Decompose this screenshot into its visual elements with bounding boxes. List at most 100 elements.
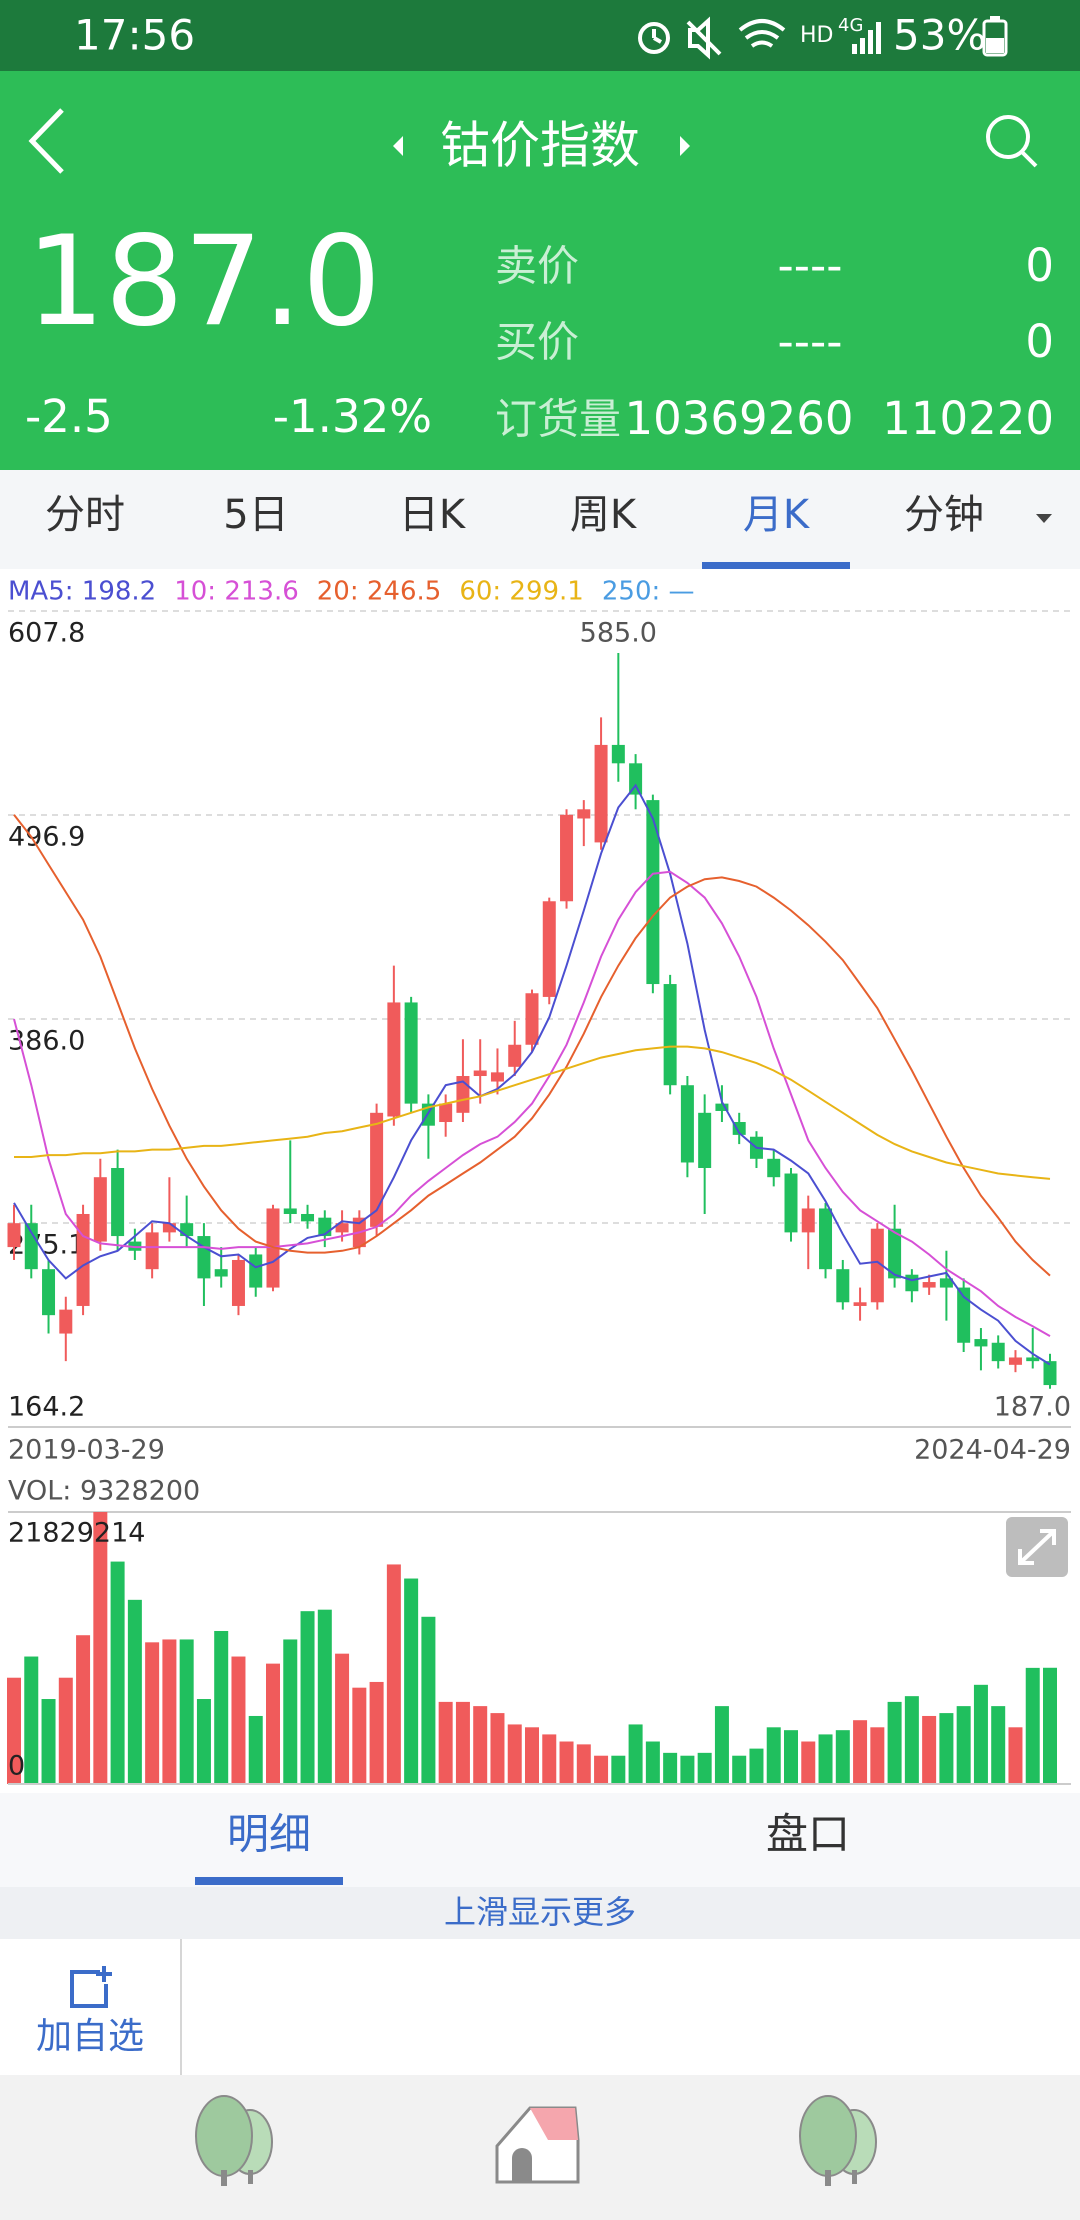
quote-price: ---- — [778, 239, 843, 292]
nav-trees-right[interactable] — [799, 2095, 877, 2186]
volume-bar — [801, 1741, 816, 1784]
quote-label: 订货量 — [495, 395, 621, 444]
detail-tab-bar — [0, 1793, 1080, 1887]
candle-body — [646, 800, 660, 985]
watch-button[interactable]: 加自选 — [36, 1966, 144, 2057]
quote-price: 10369260 — [624, 392, 853, 445]
volume-bar — [732, 1755, 747, 1784]
candle-body — [957, 1287, 971, 1343]
volume-bar — [24, 1656, 39, 1784]
ma-legend: MA5: 198.2 10: 213.6 20: 246.5 60: 299.1 250… — [8, 577, 695, 607]
candle-body — [698, 1112, 712, 1168]
candle-body — [1026, 1357, 1040, 1362]
back-button[interactable] — [28, 108, 64, 174]
volume-bar — [766, 1727, 781, 1784]
volume-bar — [853, 1720, 868, 1784]
volume-bar — [939, 1713, 954, 1784]
volume-bar — [904, 1696, 919, 1784]
volume-bar — [973, 1684, 988, 1784]
volume-bar — [594, 1755, 609, 1784]
volume-bar — [991, 1706, 1006, 1784]
volume-bar — [404, 1578, 419, 1784]
volume-bar — [214, 1630, 229, 1784]
candle-body — [197, 1236, 211, 1279]
y-tick-label: 0 — [8, 1751, 25, 1782]
legend-item: 250: — — [602, 577, 695, 607]
detail-tabs: 明细 盘口 — [195, 1810, 850, 1885]
volume-bar — [1043, 1667, 1057, 1784]
volume-bar — [196, 1699, 211, 1784]
volume-bar — [576, 1744, 591, 1784]
nav-trees-left[interactable] — [195, 2095, 273, 2186]
period-tab[interactable]: 分钟 — [904, 492, 984, 538]
period-tab[interactable]: 月K — [743, 492, 811, 538]
swipe-hint: 上滑显示更多 — [444, 1893, 636, 1931]
quote-label: 卖价 — [495, 242, 579, 291]
candle-body — [145, 1232, 159, 1270]
legend-item: 60: 299.1 — [459, 577, 584, 607]
quote-label: 买价 — [495, 318, 579, 367]
volume-bar — [179, 1639, 194, 1784]
volume-bar — [749, 1748, 764, 1784]
search-button[interactable] — [986, 115, 1038, 168]
dropdown-arrow[interactable] — [1036, 514, 1052, 523]
candle-body — [42, 1269, 56, 1316]
volume-bar — [645, 1741, 660, 1784]
candle-body — [387, 1002, 401, 1117]
prev-instrument[interactable] — [393, 136, 403, 156]
volume-bar — [317, 1609, 332, 1784]
last-label: 187.0 — [994, 1392, 1071, 1423]
status-icons — [638, 16, 786, 60]
candle-body — [93, 1177, 107, 1242]
candle-body — [180, 1223, 194, 1237]
candle-body — [24, 1223, 38, 1270]
x-tick-label: 2019-03-29 — [8, 1435, 165, 1466]
volume-bar — [455, 1701, 470, 1784]
active-tab-indicator — [702, 562, 850, 569]
volume-bar — [663, 1752, 678, 1784]
volume-bar — [127, 1599, 142, 1784]
candle-body — [594, 744, 608, 843]
ma-line — [14, 1045, 1051, 1180]
legend-item: 20: 246.5 — [317, 577, 442, 607]
candle-body — [111, 1167, 125, 1237]
status-time: 17:56 — [74, 11, 195, 60]
candle-body — [905, 1274, 919, 1292]
period-tab[interactable]: 日K — [399, 492, 467, 538]
volume-bar — [818, 1734, 833, 1784]
period-tab[interactable]: 5日 — [223, 492, 288, 538]
header-background — [0, 71, 1080, 470]
candle-body — [231, 1259, 245, 1306]
volume-bar — [542, 1734, 557, 1784]
status-bar — [0, 0, 1080, 71]
candle-body — [283, 1208, 297, 1214]
volume-bar — [41, 1699, 56, 1784]
period-tab[interactable]: 分时 — [45, 492, 125, 538]
candle-body — [922, 1282, 936, 1288]
volume-bar — [835, 1730, 850, 1784]
volume-bar — [162, 1639, 177, 1784]
detail-tab[interactable]: 盘口 — [766, 1810, 850, 1859]
volume-bar — [628, 1724, 643, 1784]
y-tick-label: 164.2 — [8, 1392, 85, 1423]
next-instrument[interactable] — [680, 136, 690, 156]
quote-volume: 0 — [1025, 239, 1054, 292]
watch-label: 加自选 — [36, 2016, 144, 2057]
volume-bar — [714, 1706, 729, 1784]
candle-body — [1008, 1357, 1022, 1365]
candle-body — [560, 814, 574, 902]
expand-button[interactable] — [1006, 1517, 1068, 1577]
last-price: 187.0 — [26, 210, 381, 354]
candle-body — [439, 1103, 453, 1123]
period-tab[interactable]: 周K — [570, 492, 638, 538]
volume-bar — [507, 1724, 522, 1784]
detail-tab[interactable]: 明细 — [227, 1810, 311, 1859]
candle-body — [301, 1213, 315, 1222]
volume-bar — [1025, 1667, 1040, 1784]
nav-home[interactable] — [495, 2106, 580, 2184]
volume-bar — [1008, 1727, 1023, 1784]
volume-bar — [335, 1653, 350, 1784]
candle-body — [611, 744, 625, 764]
volume-bar — [352, 1687, 367, 1784]
